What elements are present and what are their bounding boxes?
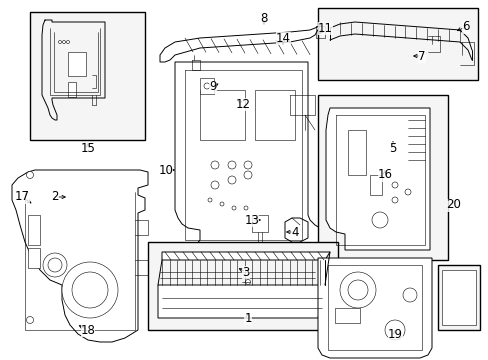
Circle shape [404,189,410,195]
Circle shape [59,40,61,44]
Bar [200,78,214,94]
Circle shape [207,198,212,202]
Circle shape [402,288,416,302]
Text: 5: 5 [388,141,396,154]
Circle shape [245,279,250,284]
Text: 9: 9 [209,81,216,94]
Circle shape [384,320,404,340]
Text: 15: 15 [81,141,95,154]
Polygon shape [285,218,307,242]
Circle shape [227,176,236,184]
Bar [148,242,337,330]
Bar [441,270,475,325]
Circle shape [231,206,236,210]
Text: 6: 6 [461,21,469,33]
Bar [317,95,447,260]
Polygon shape [158,285,325,318]
Circle shape [48,258,62,272]
Bar [254,90,294,140]
Circle shape [391,182,397,188]
Circle shape [62,40,65,44]
Circle shape [26,171,34,179]
Text: 13: 13 [244,213,259,226]
Bar [28,215,40,245]
Text: 12: 12 [235,98,250,111]
Circle shape [244,206,247,210]
Text: 3: 3 [242,266,249,279]
Circle shape [391,197,397,203]
Circle shape [66,40,69,44]
Circle shape [339,272,375,308]
Text: 14: 14 [275,31,290,45]
Bar [28,248,40,268]
Circle shape [203,83,209,89]
Bar [68,52,86,76]
Bar [317,8,477,80]
Circle shape [72,272,108,308]
Circle shape [227,161,236,169]
Text: 4: 4 [291,225,298,238]
Polygon shape [175,62,319,248]
Circle shape [347,280,367,300]
Bar [369,175,381,195]
Bar [347,130,365,175]
Circle shape [43,253,67,277]
Polygon shape [325,108,429,250]
Text: 10: 10 [158,163,173,176]
Text: 18: 18 [81,324,95,337]
Text: 20: 20 [446,198,461,211]
Polygon shape [12,170,148,342]
Circle shape [210,181,219,189]
Text: 11: 11 [317,22,332,35]
Bar [30,12,145,140]
Text: 2: 2 [51,190,59,203]
Polygon shape [160,26,319,62]
Bar [437,265,479,330]
Polygon shape [317,258,431,358]
Circle shape [62,262,118,318]
Text: 7: 7 [417,49,425,63]
Text: 1: 1 [244,311,251,324]
Bar [68,82,76,97]
Circle shape [371,212,387,228]
Text: 19: 19 [386,328,402,342]
Text: 17: 17 [15,190,29,203]
Bar [200,90,244,140]
Circle shape [244,161,251,169]
Circle shape [210,161,219,169]
Polygon shape [162,252,329,260]
Circle shape [220,202,224,206]
Text: 16: 16 [377,168,392,181]
Bar [334,308,359,323]
Circle shape [244,171,251,179]
Circle shape [26,316,34,324]
Text: 8: 8 [260,12,267,24]
